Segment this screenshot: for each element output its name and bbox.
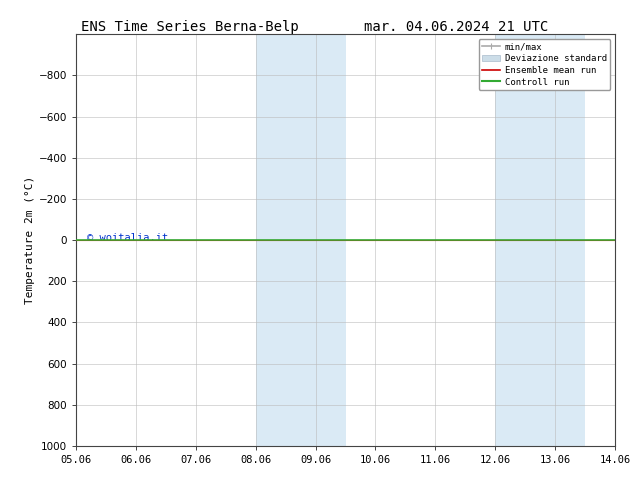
- Legend: min/max, Deviazione standard, Ensemble mean run, Controll run: min/max, Deviazione standard, Ensemble m…: [479, 39, 611, 90]
- Bar: [495, 34, 585, 446]
- Y-axis label: Temperature 2m (°C): Temperature 2m (°C): [25, 176, 34, 304]
- Text: © woitalia.it: © woitalia.it: [87, 233, 168, 243]
- Text: ENS Time Series Berna-Belp: ENS Time Series Berna-Belp: [81, 20, 299, 34]
- Bar: [256, 34, 346, 446]
- Text: mar. 04.06.2024 21 UTC: mar. 04.06.2024 21 UTC: [365, 20, 548, 34]
